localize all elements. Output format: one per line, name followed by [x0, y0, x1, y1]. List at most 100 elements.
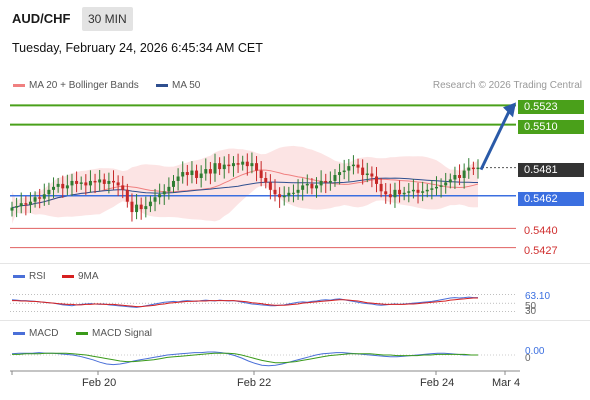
- candle-body: [162, 191, 166, 195]
- candle-body: [328, 180, 332, 183]
- candle-body: [416, 189, 420, 193]
- candle-body: [342, 170, 346, 173]
- candle-body: [70, 180, 74, 186]
- rsi-level-30: 30: [525, 306, 537, 317]
- candle-body: [56, 183, 60, 187]
- last-price-box: 0.5481: [518, 163, 584, 177]
- candle-body: [462, 170, 466, 178]
- macd-legend-label: MACD: [29, 328, 59, 339]
- xaxis-tick-feb24: Feb 24: [420, 377, 455, 389]
- candle-body: [268, 182, 272, 190]
- candle-body: [204, 169, 208, 174]
- candle-body: [338, 172, 342, 176]
- candle-body: [296, 189, 300, 193]
- xaxis-tick-feb22: Feb 22: [237, 377, 272, 389]
- candle-body: [255, 163, 259, 171]
- candle-body: [448, 179, 452, 183]
- candle-body: [278, 194, 282, 198]
- bollinger-legend-label: MA 20 + Bollinger Bands: [29, 80, 139, 91]
- candle-body: [185, 172, 189, 176]
- candle-body: [218, 163, 222, 170]
- candle-body: [430, 188, 434, 190]
- candle-body: [411, 189, 415, 192]
- candle-body: [374, 176, 378, 184]
- rsi-ma-legend-label: 9MA: [78, 271, 99, 282]
- candle-body: [98, 179, 102, 183]
- candle-body: [287, 192, 291, 196]
- macd-signal-swatch: [76, 332, 88, 335]
- candle-body: [434, 186, 438, 189]
- candle-body: [148, 201, 152, 207]
- candle-body: [227, 164, 231, 167]
- candle-body: [319, 180, 323, 186]
- legend-rsi: RSI: [13, 271, 46, 282]
- candle-body: [24, 203, 28, 205]
- candle-body: [181, 172, 185, 177]
- candle-body: [213, 163, 217, 174]
- rsi-level-50: 50: [525, 301, 537, 312]
- legend-rsi-ma: 9MA: [62, 271, 99, 282]
- candle-body: [393, 189, 397, 198]
- candle-body: [199, 173, 203, 178]
- macd-line: [11, 351, 478, 367]
- candle-body: [315, 185, 319, 189]
- candle-body: [365, 173, 369, 176]
- rsi-legend-label: RSI: [29, 271, 46, 282]
- pivot-box: 0.5462: [518, 192, 584, 206]
- candle-body: [356, 164, 360, 168]
- ma50-swatch: [156, 84, 168, 87]
- candle-body: [79, 182, 83, 184]
- candle-body: [158, 194, 162, 198]
- legend-macd-signal: MACD Signal: [76, 328, 152, 339]
- candle-body: [301, 185, 305, 190]
- timeframe-button[interactable]: 30 MIN: [82, 7, 133, 31]
- candle-body: [471, 167, 475, 170]
- rsi-ma-line: [12, 297, 478, 308]
- candle-body: [333, 175, 337, 181]
- candle-body: [291, 192, 295, 194]
- candle-body: [93, 180, 97, 183]
- candle-body: [439, 185, 443, 187]
- candle-body: [153, 197, 157, 202]
- candle-body: [52, 186, 56, 190]
- candle-body: [135, 204, 139, 213]
- candle-body: [195, 170, 199, 178]
- macd-zero-label: 0: [525, 353, 531, 364]
- candle-body: [116, 182, 120, 186]
- candle-body: [19, 203, 23, 207]
- candle-body: [467, 167, 471, 171]
- candle-body: [444, 182, 448, 186]
- bollinger-swatch: [13, 84, 25, 87]
- candle-body: [38, 197, 42, 199]
- candle-body: [402, 192, 406, 195]
- candle-body: [310, 183, 314, 189]
- macd-swatch: [13, 332, 25, 335]
- resistance-2-box: 0.5523: [518, 100, 584, 114]
- rsi-value-label: 63.10: [525, 291, 551, 302]
- candle-body: [476, 167, 480, 170]
- candle-body: [42, 194, 46, 199]
- candle-body: [273, 189, 277, 195]
- candle-body: [351, 164, 355, 167]
- rsi-divider: [0, 263, 590, 264]
- candle-body: [407, 191, 411, 193]
- candle-body: [282, 195, 286, 198]
- resistance-1-box: 0.5510: [518, 120, 584, 134]
- candle-body: [107, 180, 111, 184]
- rsi-line: [11, 296, 478, 308]
- candle-body: [15, 206, 19, 208]
- candle-body: [125, 189, 129, 202]
- candle-body: [347, 166, 351, 171]
- candle-body: [222, 164, 226, 170]
- rsi-swatch: [13, 275, 25, 278]
- candle-body: [33, 197, 37, 202]
- candle-body: [388, 194, 392, 198]
- candle-body: [167, 186, 171, 192]
- candle-body: [28, 201, 32, 205]
- candle-body: [324, 180, 328, 183]
- macd-signal-legend-label: MACD Signal: [92, 328, 153, 339]
- candle-body: [425, 189, 429, 192]
- candle-body: [384, 191, 388, 195]
- candle-body: [305, 183, 309, 186]
